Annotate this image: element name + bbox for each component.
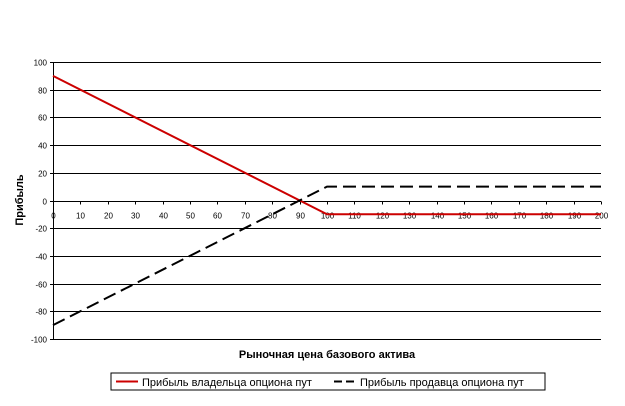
x-tick-label: 40 [159,212,168,221]
series-lines [52,75,601,326]
x-tick-label: 140 [431,212,445,221]
y-tick-labels: 100 80 60 40 20 0 -20 -40 -60 -80 -100 [31,59,48,345]
series-line-writer [52,185,601,326]
x-tick-label: 10 [76,212,85,221]
x-tick-label: 170 [513,212,527,221]
y-tick-label: 80 [38,87,47,96]
y-axis-title: Прибыль [14,174,26,226]
x-tick-label: 30 [131,212,140,221]
gridlines [53,62,601,340]
x-tick-label: 130 [403,212,417,221]
y-tick-label: 100 [34,59,48,68]
x-tick-label: 180 [540,212,554,221]
x-tick-label: 70 [241,212,250,221]
y-tick-label: 20 [38,170,47,179]
y-tick-label: 0 [43,198,48,207]
x-tick-labels: 0 10 20 30 40 50 60 70 80 90 100 110 120 130 140 150 160… [51,212,608,221]
x-tick-label: 100 [321,212,335,221]
y-tick-label: -60 [35,281,47,290]
y-tick-label: -80 [35,308,47,317]
legend-label-owner: Прибыль владельца опциона пут [142,377,312,389]
x-tick-label: 110 [348,212,361,221]
x-tick-label: 90 [296,212,305,221]
x-tick-label: 190 [568,212,582,221]
y-tick-label: -100 [31,336,48,345]
x-tick-label: 120 [376,212,390,221]
x-tick-label: 80 [268,212,277,221]
x-tick-label: 20 [104,212,113,221]
x-tick-label: 160 [485,212,499,221]
y-tick-label: -40 [35,253,47,262]
x-axis-title: Рыночная цена базового актива [239,349,416,361]
x-tick-label: 50 [186,212,195,221]
legend-label-writer: Прибыль продавца опциона пут [360,377,524,389]
legend: Прибыль владельца опциона пут Прибыль пр… [110,372,546,391]
y-tick-label: -20 [35,225,47,234]
x-tick-label: 0 [51,212,56,221]
x-tick-label: 60 [213,212,222,221]
y-tick-label: 60 [38,114,47,123]
axes [50,62,602,340]
x-tick-label: 150 [458,212,472,221]
series-line-owner [52,75,601,216]
y-tick-label: 40 [38,142,47,151]
legend-box [110,372,546,391]
x-tick-label: 200 [595,212,609,221]
